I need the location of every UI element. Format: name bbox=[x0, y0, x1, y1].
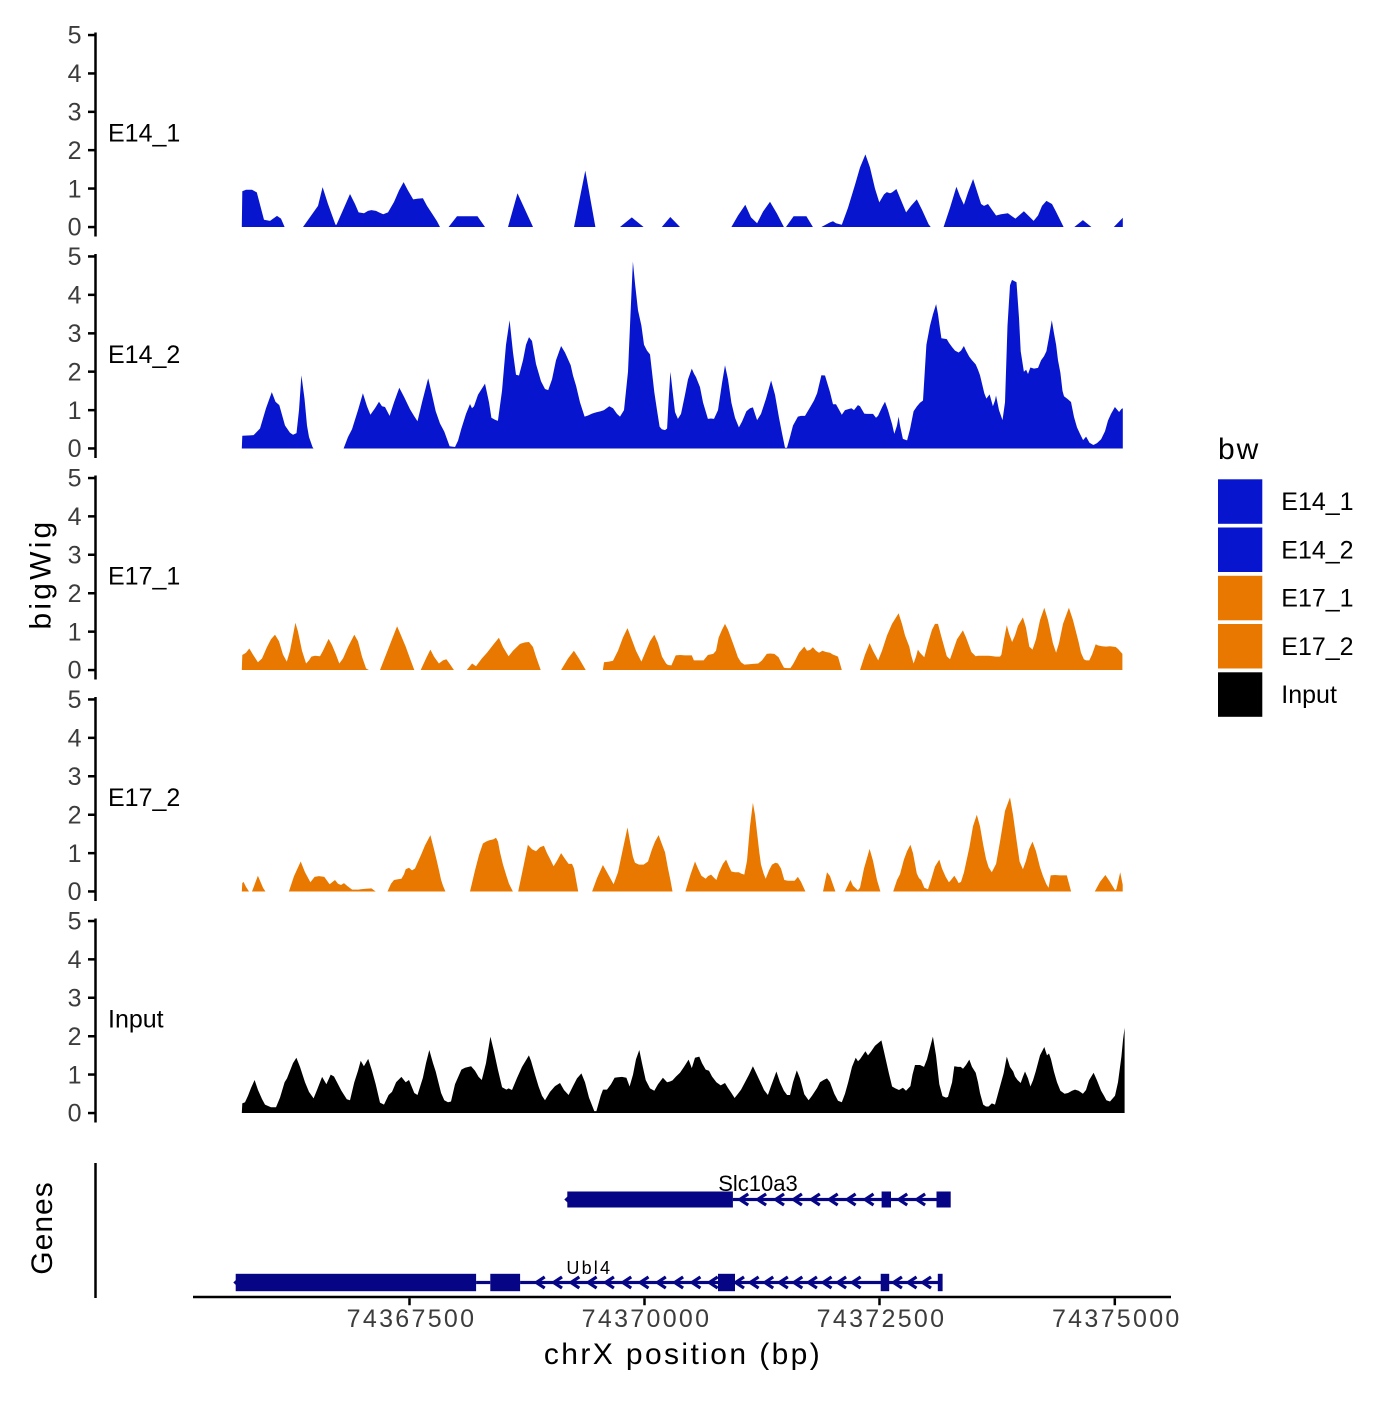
svg-text:E14_1: E14_1 bbox=[108, 120, 180, 148]
svg-text:4: 4 bbox=[68, 503, 82, 531]
svg-text:3: 3 bbox=[68, 985, 82, 1013]
svg-text:E14_2: E14_2 bbox=[108, 341, 180, 369]
svg-text:E14_2: E14_2 bbox=[1281, 537, 1353, 565]
svg-text:74370000: 74370000 bbox=[582, 1305, 712, 1333]
svg-text:74372500: 74372500 bbox=[817, 1305, 947, 1333]
svg-text:E17_1: E17_1 bbox=[108, 563, 180, 591]
svg-text:1: 1 bbox=[68, 175, 82, 203]
svg-text:1: 1 bbox=[68, 840, 82, 868]
svg-text:Genes: Genes bbox=[26, 1181, 59, 1274]
svg-text:5: 5 bbox=[68, 465, 82, 493]
svg-text:4: 4 bbox=[68, 282, 82, 310]
svg-text:bigWig: bigWig bbox=[25, 519, 58, 630]
svg-text:1: 1 bbox=[68, 618, 82, 646]
svg-text:5: 5 bbox=[68, 686, 82, 714]
svg-text:4: 4 bbox=[68, 60, 82, 88]
svg-text:3: 3 bbox=[68, 542, 82, 570]
svg-text:4: 4 bbox=[68, 725, 82, 753]
svg-text:5: 5 bbox=[68, 908, 82, 936]
svg-text:E17_2: E17_2 bbox=[1281, 633, 1353, 661]
svg-text:2: 2 bbox=[68, 580, 82, 608]
svg-text:chrX position (bp): chrX position (bp) bbox=[544, 1338, 822, 1371]
svg-text:Input: Input bbox=[108, 1006, 164, 1034]
svg-text:2: 2 bbox=[68, 137, 82, 165]
svg-text:5: 5 bbox=[68, 243, 82, 271]
svg-text:2: 2 bbox=[68, 1023, 82, 1051]
svg-text:0: 0 bbox=[68, 1100, 82, 1128]
svg-text:1: 1 bbox=[68, 397, 82, 425]
svg-text:2: 2 bbox=[68, 801, 82, 829]
svg-text:0: 0 bbox=[68, 435, 82, 463]
svg-text:74367500: 74367500 bbox=[347, 1305, 477, 1333]
svg-text:bw: bw bbox=[1218, 433, 1260, 466]
svg-text:5: 5 bbox=[68, 22, 82, 50]
svg-text:Input: Input bbox=[1281, 681, 1337, 709]
svg-text:4: 4 bbox=[68, 946, 82, 974]
svg-text:1: 1 bbox=[68, 1061, 82, 1089]
svg-text:2: 2 bbox=[68, 358, 82, 386]
svg-text:E14_1: E14_1 bbox=[1281, 488, 1353, 516]
svg-text:3: 3 bbox=[68, 99, 82, 127]
svg-text:0: 0 bbox=[68, 878, 82, 906]
svg-text:0: 0 bbox=[68, 657, 82, 685]
svg-text:E17_2: E17_2 bbox=[108, 784, 180, 812]
svg-text:Ubl4: Ubl4 bbox=[566, 1258, 612, 1278]
svg-text:3: 3 bbox=[68, 320, 82, 348]
svg-text:74375000: 74375000 bbox=[1052, 1305, 1182, 1333]
svg-text:0: 0 bbox=[68, 214, 82, 242]
svg-text:3: 3 bbox=[68, 763, 82, 791]
svg-text:Slc10a3: Slc10a3 bbox=[718, 1171, 798, 1196]
svg-text:E17_1: E17_1 bbox=[1281, 585, 1353, 613]
